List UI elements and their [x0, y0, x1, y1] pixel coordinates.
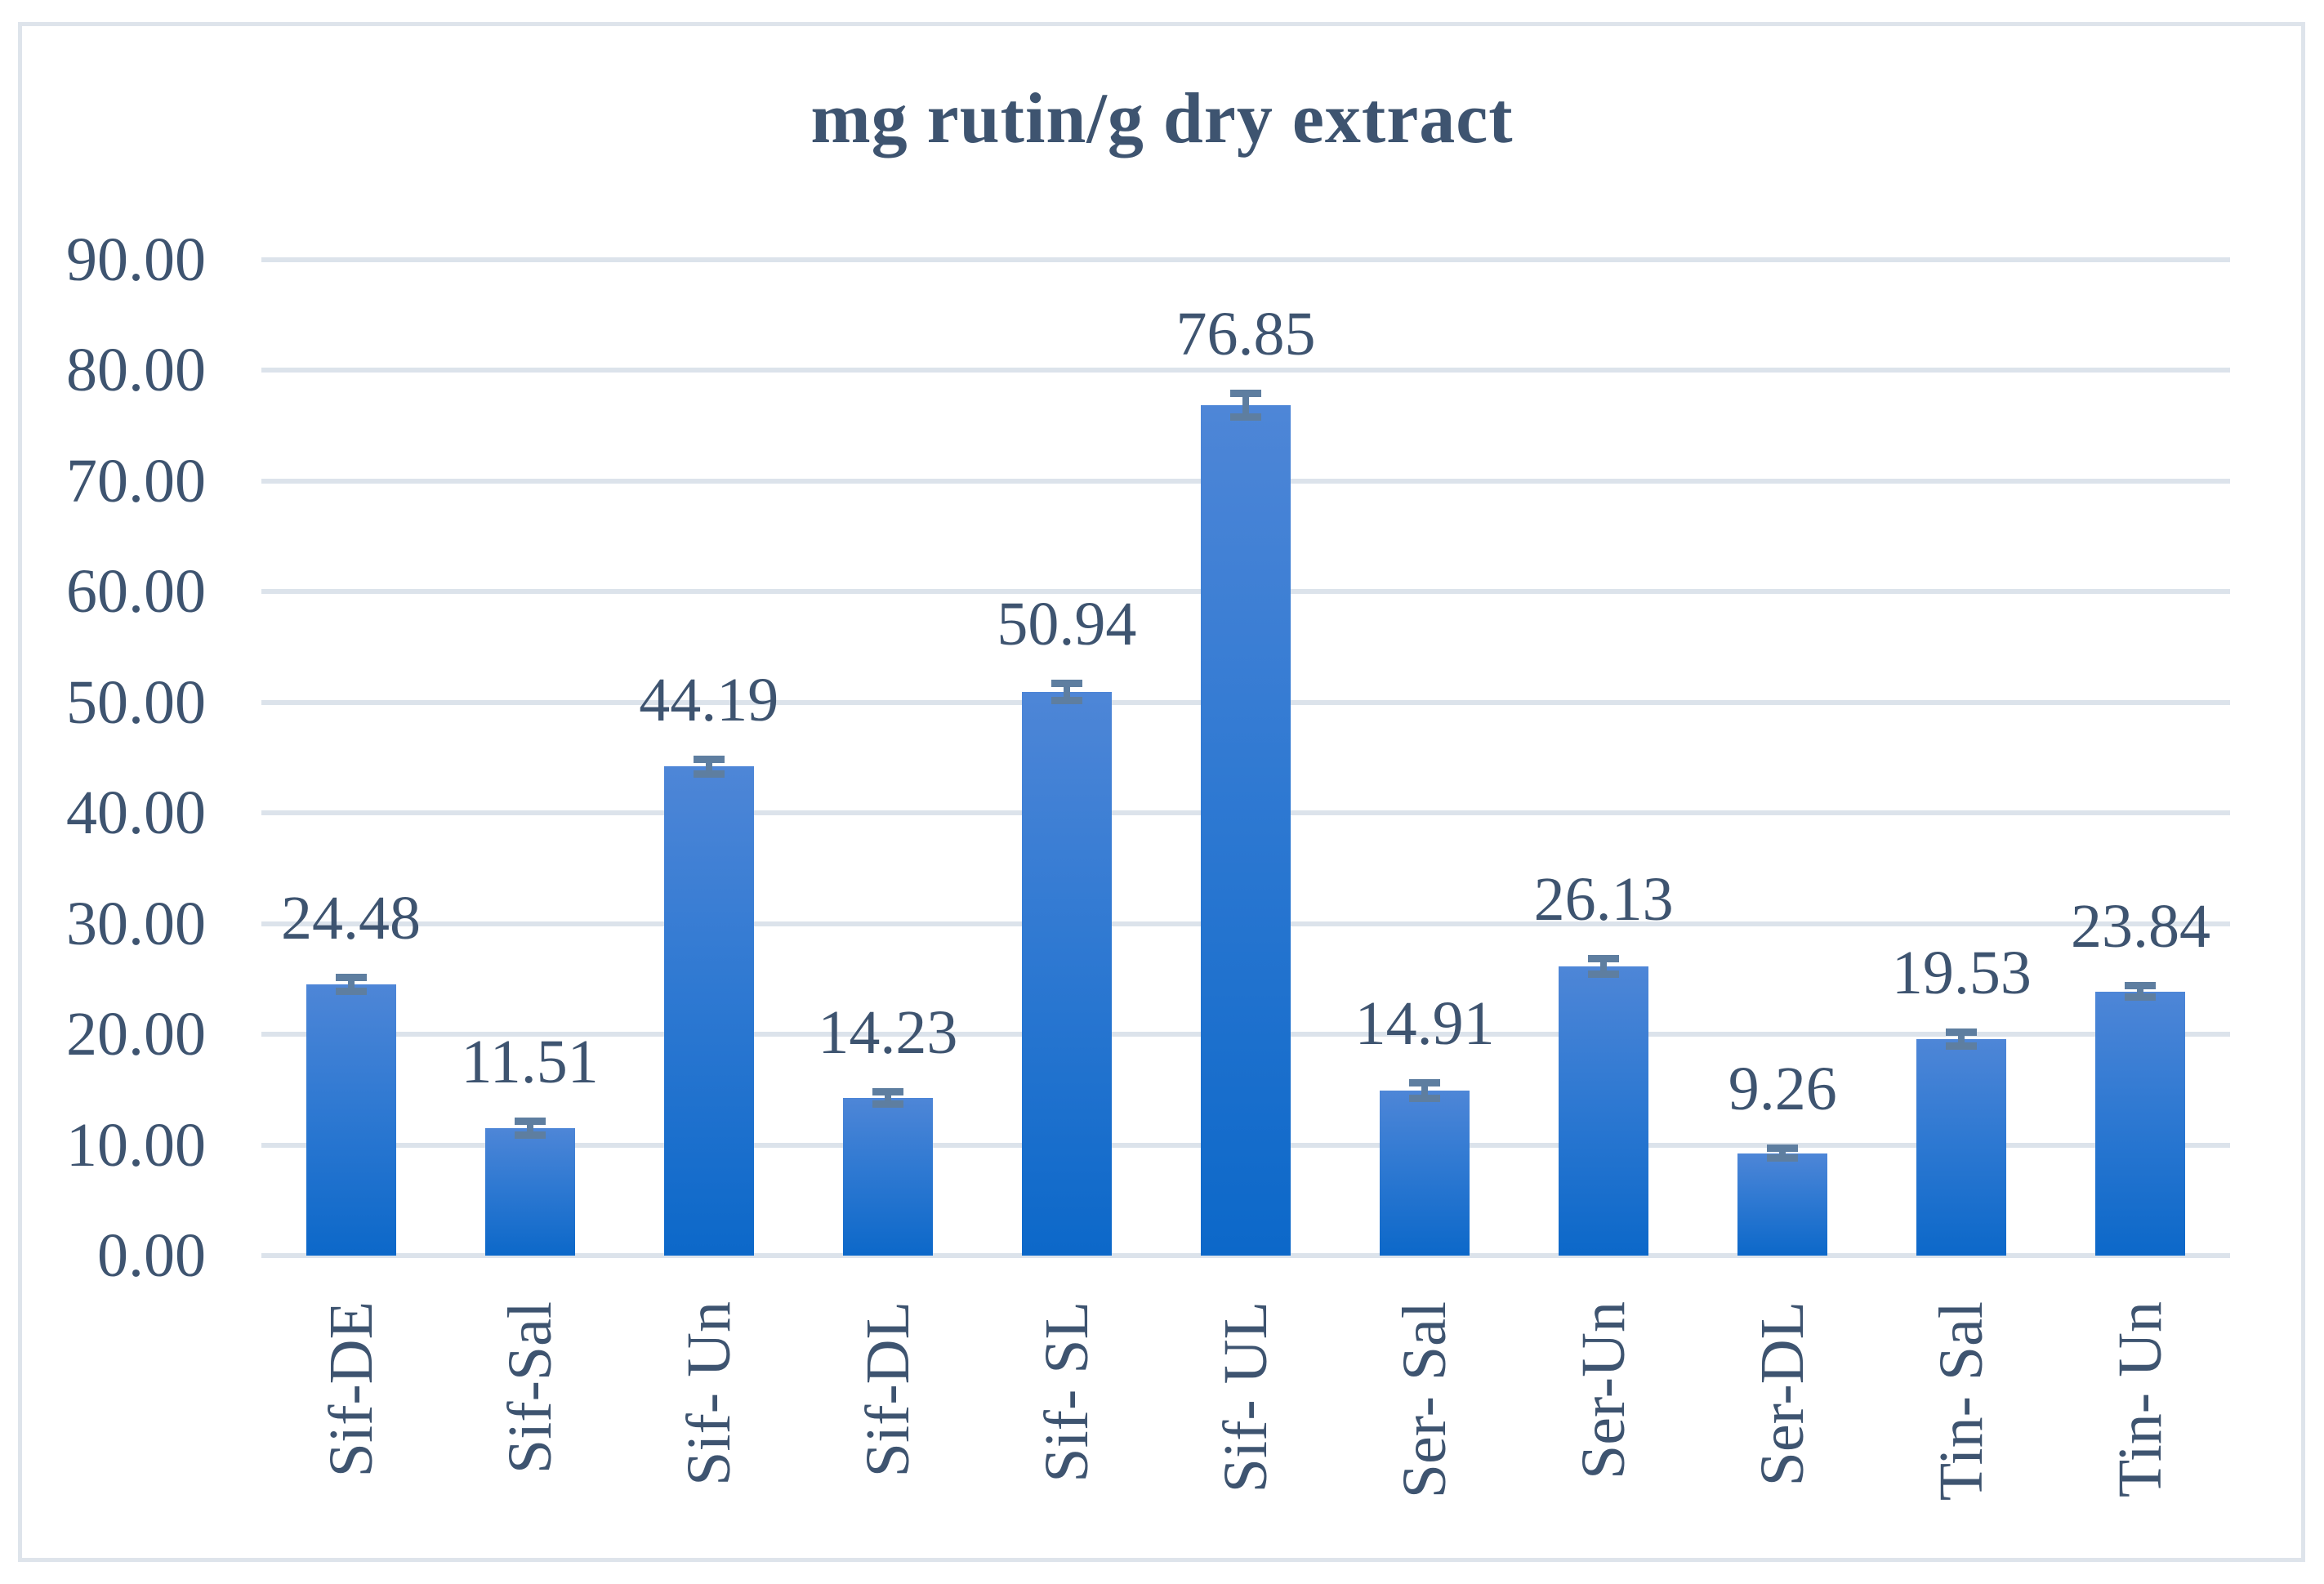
bar	[2095, 991, 2186, 1256]
error-bar-whisker	[1600, 954, 1608, 979]
y-tick-label: 60.00	[66, 557, 206, 626]
gridline	[261, 368, 2230, 373]
error-bar-whisker	[1958, 1028, 1965, 1051]
error-bar-bottom-cap	[693, 770, 725, 778]
value-label: 23.84	[2070, 892, 2210, 962]
error-bar-whisker	[526, 1118, 533, 1139]
x-category-label: Sif- Un	[674, 1301, 743, 1486]
error-bar-whisker	[1421, 1079, 1429, 1102]
error-bar-top-cap	[1409, 1079, 1441, 1087]
error-bar-bottom-cap	[1767, 1154, 1799, 1162]
value-label: 44.19	[639, 665, 779, 734]
y-tick-label: 90.00	[66, 225, 206, 294]
value-label: 24.48	[281, 884, 422, 953]
error-bar-top-cap	[1230, 389, 1261, 397]
x-category-label: Sif- SL	[1032, 1301, 1101, 1483]
x-category-label: Sif-DE	[316, 1301, 386, 1478]
error-bar-bottom-cap	[2125, 993, 2157, 1002]
error-bar-whisker	[1063, 679, 1070, 704]
error-bar-bottom-cap	[1230, 413, 1261, 421]
error-bar-bottom-cap	[1588, 970, 1620, 979]
error-bar-bottom-cap	[514, 1131, 546, 1139]
error-bar-top-cap	[693, 755, 725, 763]
bar	[663, 766, 754, 1256]
error-bar-whisker	[347, 974, 355, 996]
error-bar-top-cap	[514, 1118, 546, 1126]
error-bar-whisker	[1242, 389, 1249, 421]
bar	[1380, 1090, 1470, 1256]
bar	[306, 984, 396, 1256]
x-category-label: Ser- Sal	[1390, 1301, 1460, 1499]
error-bar-top-cap	[1946, 1028, 1978, 1037]
bar	[1737, 1153, 1828, 1256]
y-tick-label: 50.00	[66, 667, 206, 737]
y-tick-label: 80.00	[66, 336, 206, 404]
bar	[842, 1098, 933, 1256]
value-label: 14.23	[818, 997, 958, 1067]
error-bar-whisker	[705, 755, 712, 778]
error-bar-top-cap	[1588, 954, 1620, 962]
y-tick-label: 0.00	[97, 1221, 206, 1290]
error-bar-bottom-cap	[335, 988, 367, 996]
value-label: 76.85	[1175, 299, 1316, 368]
error-bar-top-cap	[335, 974, 367, 982]
bar	[1201, 404, 1291, 1256]
x-category-label: Ser-DL	[1748, 1301, 1818, 1487]
value-label: 50.94	[997, 589, 1137, 658]
y-tick-label: 30.00	[66, 889, 206, 958]
error-bar-whisker	[884, 1087, 891, 1109]
error-bar-whisker	[2137, 982, 2144, 1002]
bar	[1559, 966, 1649, 1256]
bar	[1916, 1039, 2007, 1256]
value-label: 9.26	[1728, 1054, 1837, 1123]
error-bar-top-cap	[1050, 679, 1082, 687]
error-bar-bottom-cap	[1409, 1094, 1441, 1102]
y-tick-label: 70.00	[66, 446, 206, 515]
error-bar-top-cap	[1767, 1144, 1799, 1152]
y-tick-label: 40.00	[66, 779, 206, 847]
x-category-label: Sif- UL	[1211, 1301, 1280, 1493]
x-category-label: Sif-Sal	[495, 1301, 564, 1475]
value-label: 19.53	[1891, 939, 2032, 1008]
y-tick-label: 10.00	[66, 1110, 206, 1180]
chart-title: mg rutin/g dry extract	[810, 79, 1514, 158]
x-category-label: Tin- Un	[2106, 1301, 2175, 1498]
value-label: 11.51	[461, 1028, 599, 1097]
error-bar-whisker	[1779, 1144, 1786, 1162]
x-category-label: Ser-Un	[1569, 1301, 1639, 1479]
error-bar-bottom-cap	[1050, 696, 1082, 704]
x-category-label: Sif-DL	[853, 1301, 922, 1478]
error-bar-bottom-cap	[1946, 1042, 1978, 1051]
gridline	[261, 257, 2230, 262]
error-bar-bottom-cap	[872, 1100, 903, 1109]
bar	[484, 1128, 575, 1256]
gridline	[261, 1253, 2230, 1258]
x-category-label: Tin- Sal	[1927, 1301, 1996, 1501]
error-bar-top-cap	[2125, 982, 2157, 990]
value-label: 14.91	[1354, 989, 1495, 1059]
bar	[1021, 691, 1112, 1256]
value-label: 26.13	[1533, 864, 1674, 934]
error-bar-top-cap	[872, 1087, 903, 1095]
y-tick-label: 20.00	[66, 1000, 206, 1069]
